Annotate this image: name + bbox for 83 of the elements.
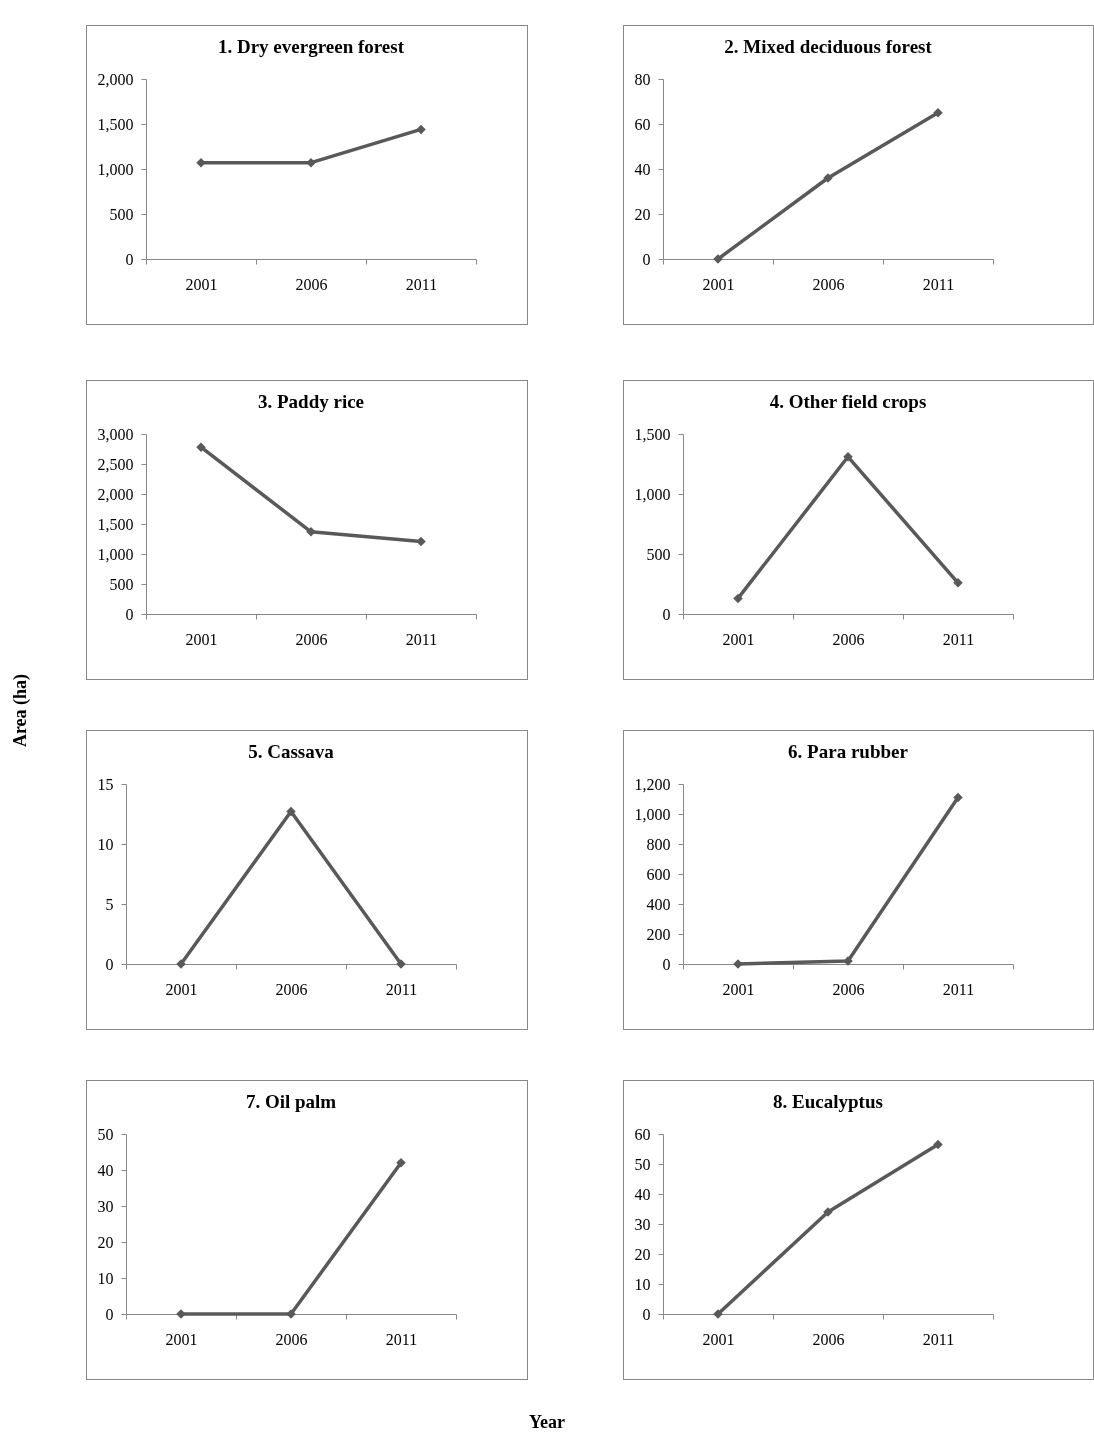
x-tick-label: 2006 [275,1330,308,1348]
y-tick-label: 10 [97,1269,114,1287]
x-tick-label: 2001 [185,275,218,293]
x-tick-label: 2001 [165,1330,198,1348]
y-tick-label: 80 [634,70,651,88]
x-tick-label: 2011 [922,275,955,293]
y-tick-label: 2,500 [97,455,134,473]
x-tick-label: 2001 [185,630,218,648]
x-tick-label: 2011 [385,980,418,998]
y-tick-label: 500 [646,545,671,563]
y-tick-label: 3,000 [97,425,134,443]
x-tick-label: 2001 [702,1330,735,1348]
y-tick-label: 0 [662,955,671,973]
x-tick-label: 2011 [942,630,975,648]
y-tick-label: 10 [634,1275,651,1293]
x-tick-label: 2011 [405,275,438,293]
x-tick-label: 2006 [812,1330,845,1348]
x-tick-label: 2011 [405,630,438,648]
y-tick-label: 0 [125,250,134,268]
x-tick-label: 2001 [165,980,198,998]
chart-title: 2. Mixed deciduous forest [724,36,933,57]
y-tick-label: 1,000 [634,485,671,503]
y-tick-label: 200 [646,925,671,943]
y-tick-label: 0 [105,1305,114,1323]
y-tick-label: 40 [634,1185,651,1203]
y-tick-label: 1,000 [634,805,671,823]
y-tick-label: 0 [642,250,651,268]
y-tick-label: 20 [634,1245,651,1263]
y-tick-label: 400 [646,895,671,913]
y-tick-label: 0 [125,605,134,623]
y-tick-label: 15 [97,775,114,793]
y-tick-label: 60 [634,115,651,133]
x-tick-label: 2006 [295,630,328,648]
y-tick-label: 1,500 [97,515,134,533]
x-tick-label: 2011 [922,1330,955,1348]
y-axis-title: Area (ha) [9,672,31,750]
point [733,593,743,604]
y-tick-label: 1,000 [97,160,134,178]
point [416,536,426,547]
y-tick-label: 30 [97,1197,114,1215]
y-tick-label: 800 [646,835,671,853]
y-tick-label: 500 [109,205,134,223]
y-tick-label: 20 [634,205,651,223]
chart-title: 4. Other field crops [769,391,927,412]
x-tick-label: 2006 [295,275,328,293]
chart-title: 8. Eucalyptus [773,1091,883,1112]
x-tick-label: 2001 [722,630,755,648]
chart-title: 3. Paddy rice [257,391,365,412]
y-tick-label: 0 [662,605,671,623]
point [953,792,963,803]
y-tick-label: 10 [97,835,114,853]
x-tick-label: 2011 [942,980,975,998]
y-tick-label: 2,000 [97,485,134,503]
y-tick-label: 500 [109,575,134,593]
y-tick-label: 30 [634,1215,651,1233]
x-tick-label: 2011 [385,1330,418,1348]
text: Year [528,1412,566,1433]
y-tick-label: 60 [634,1125,651,1143]
chart-title: 5. Cassava [248,741,335,762]
y-tick-label: 1,500 [97,115,134,133]
y-tick-label: 50 [634,1155,651,1173]
x-tick-label: 2001 [722,980,755,998]
y-tick-label: 40 [634,160,651,178]
x-tick-label: 2001 [702,275,735,293]
y-tick-label: 0 [642,1305,651,1323]
y-tick-label: 600 [646,865,671,883]
chart-title: 6. Para rubber [788,741,909,762]
chart-title: 1. Dry evergreen forest [217,36,405,57]
y-tick-label: 20 [97,1233,114,1251]
x-tick-label: 2006 [275,980,308,998]
y-tick-label: 1,000 [97,545,134,563]
y-tick-label: 1,200 [634,775,671,793]
chart-title: 7. Oil palm [245,1091,337,1112]
y-tick-label: 50 [97,1125,114,1143]
y-tick-label: 5 [105,895,114,913]
x-tick-label: 2006 [812,275,845,293]
y-tick-label: 0 [105,955,114,973]
y-tick-label: 1,500 [634,425,671,443]
y-tick-label: 40 [97,1161,114,1179]
x-tick-label: 2006 [832,980,865,998]
point [933,1139,943,1150]
y-tick-label: 2,000 [97,70,134,88]
x-tick-label: 2006 [832,630,865,648]
